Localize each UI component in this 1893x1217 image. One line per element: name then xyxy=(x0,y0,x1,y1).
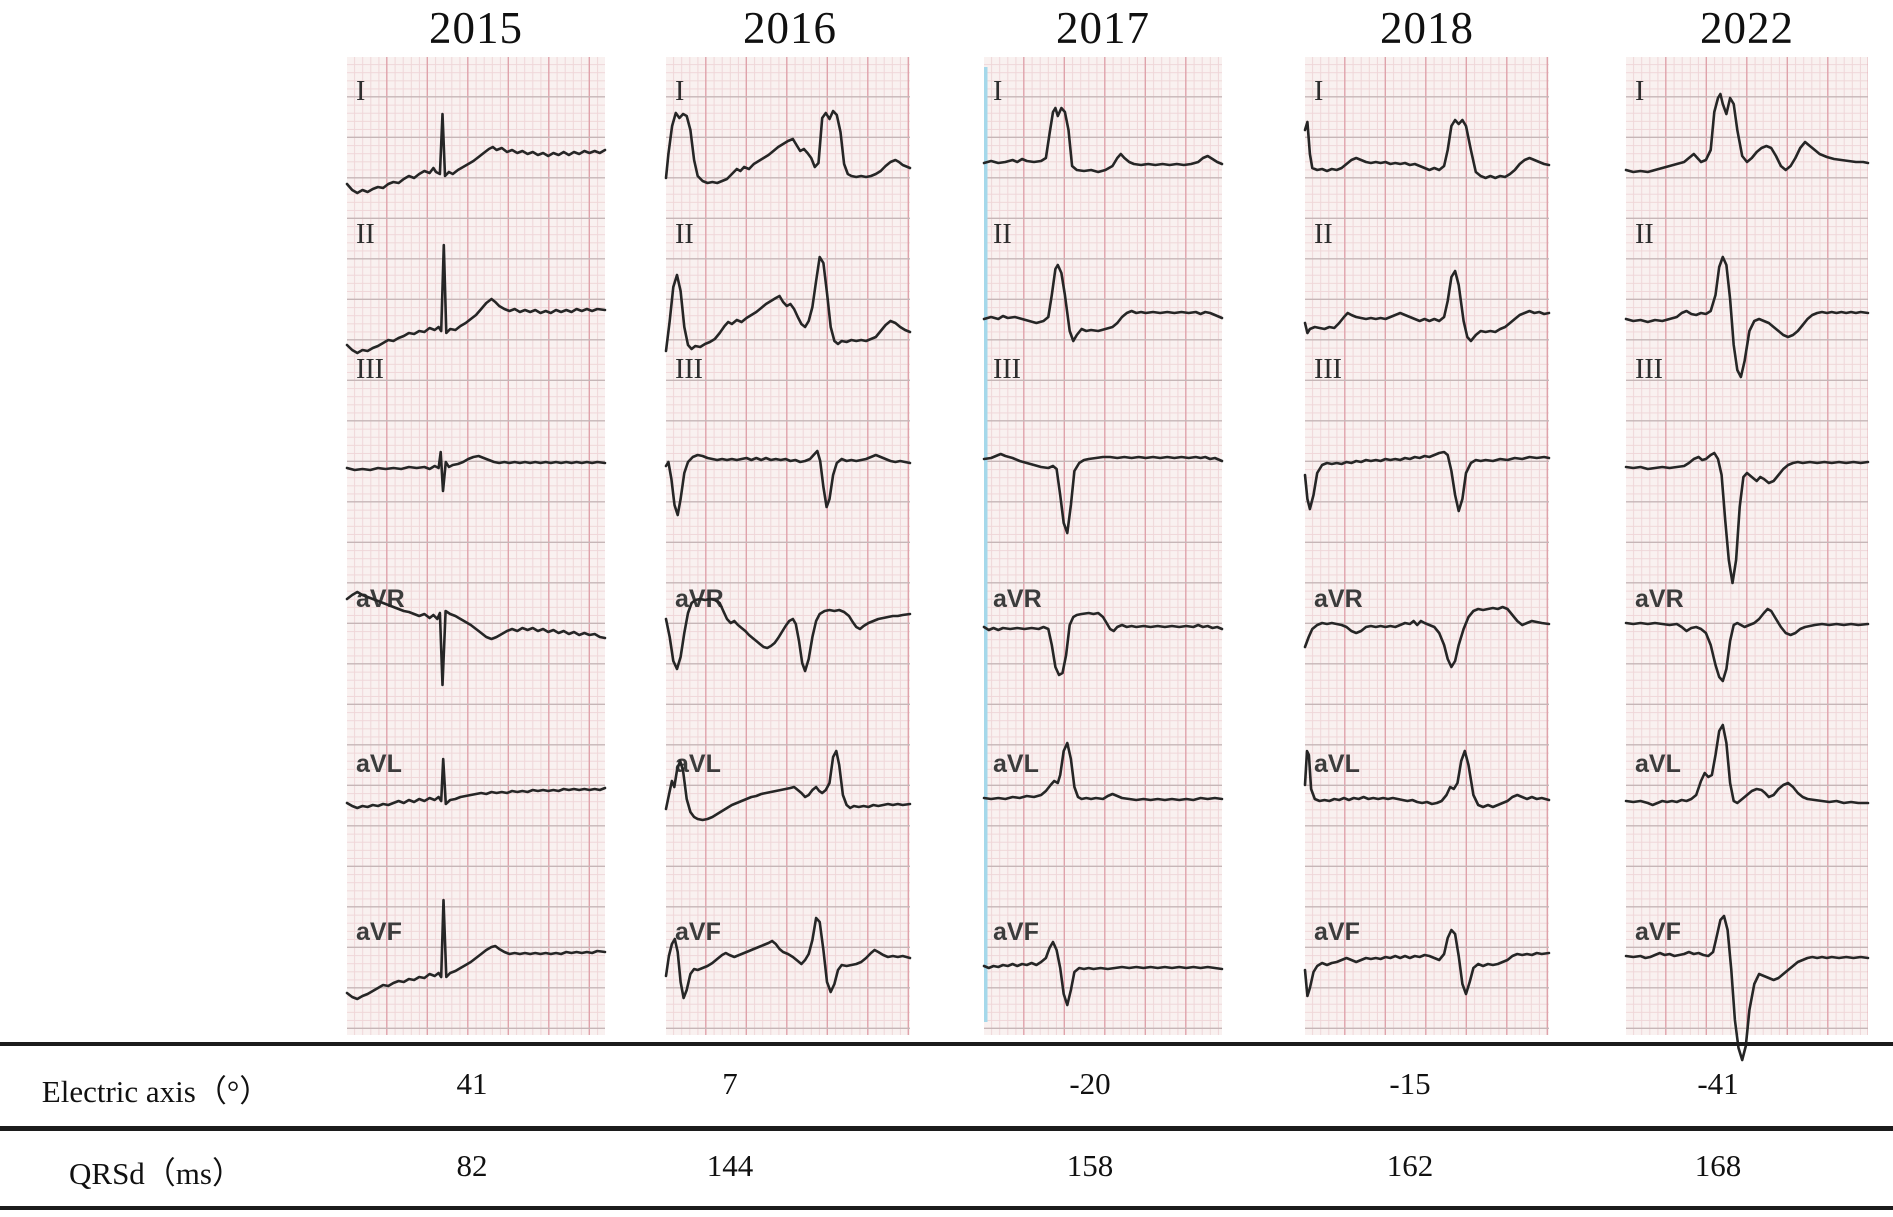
qrsd-2022: 168 xyxy=(1694,1148,1742,1183)
ecg-trace-2017-II xyxy=(982,263,1224,343)
qrsd-2015: 82 xyxy=(456,1148,488,1183)
year-label-2022: 2022 xyxy=(1700,3,1794,53)
year-label-2015: 2015 xyxy=(429,3,523,53)
ecg-strip-2018: I II III aVR aVL aVF xyxy=(1303,57,1551,1035)
electric-axis-2015: 41 xyxy=(456,1066,488,1101)
lead-label-II-2017: II xyxy=(993,219,1012,250)
lead-label-III-2022: III xyxy=(1635,354,1663,385)
lead-label-aVR-2018: aVR xyxy=(1314,585,1363,613)
ecg-trace-2016-aVF xyxy=(664,916,912,1000)
ecg-trace-2016-I xyxy=(664,109,912,185)
ecg-trace-2017-aVR xyxy=(982,611,1224,677)
lead-label-aVF-2022: aVF xyxy=(1635,918,1681,946)
row-label-electric-axis: Electric axis（°） xyxy=(41,1074,271,1109)
lead-label-aVF-2016: aVF xyxy=(675,918,721,946)
ecg-trace-2015-aVR xyxy=(345,590,607,687)
ecg-trace-2017-aVF xyxy=(982,940,1224,1007)
electric-axis-2016: 7 xyxy=(722,1066,738,1101)
ecg-strip-2016: I II III aVR aVL aVF xyxy=(664,57,912,1035)
lead-label-II-2016: II xyxy=(675,219,694,250)
ecg-trace-2022-aVF xyxy=(1624,914,1870,1062)
lead-label-III-2015: III xyxy=(356,354,384,385)
ecg-trace-2022-I xyxy=(1624,92,1870,174)
year-label-2017: 2017 xyxy=(1056,3,1150,53)
ecg-trace-2018-I xyxy=(1303,118,1551,180)
lead-label-aVF-2017: aVF xyxy=(993,918,1039,946)
ecg-trace-2018-aVL xyxy=(1303,749,1551,809)
ecg-trace-2016-aVL xyxy=(664,749,912,822)
lead-label-aVF-2018: aVF xyxy=(1314,918,1360,946)
lead-label-aVR-2017: aVR xyxy=(993,585,1042,613)
ecg-trace-2022-II xyxy=(1624,255,1870,379)
qrsd-2016: 144 xyxy=(706,1148,754,1183)
grid-layer xyxy=(1626,57,1868,1035)
ecg-trace-2016-aVR xyxy=(664,597,912,673)
ecg-trace-2016-III xyxy=(664,449,912,517)
grid-layer xyxy=(347,57,605,1035)
row-label-qrsd: QRSd（ms） xyxy=(69,1156,243,1191)
lead-label-aVR-2022: aVR xyxy=(1635,585,1684,613)
ecg-trace-2016-II xyxy=(664,255,912,353)
lead-label-II-2015: II xyxy=(356,219,375,250)
ecg-trace-2017-III xyxy=(982,452,1224,535)
grid-layer xyxy=(666,57,910,1035)
ecg-strip-2017: I II III aVR aVL aVF xyxy=(982,57,1224,1035)
lead-label-I-2017: I xyxy=(993,76,1002,107)
ecg-trace-2015-II xyxy=(345,243,607,355)
ecg-trace-2017-aVL xyxy=(982,741,1224,802)
table-middle-rule xyxy=(0,1126,1893,1131)
grid-layer xyxy=(1305,57,1549,1035)
ecg-trace-2022-III xyxy=(1624,451,1870,585)
lead-label-I-2022: I xyxy=(1635,76,1644,107)
ecg-trace-2018-III xyxy=(1303,450,1551,513)
lead-label-aVF-2015: aVF xyxy=(356,918,402,946)
ecg-trace-2015-aVL xyxy=(345,757,607,810)
qrsd-2017: 158 xyxy=(1066,1148,1114,1183)
lead-label-III-2018: III xyxy=(1314,354,1342,385)
lead-label-aVL-2017: aVL xyxy=(993,750,1039,778)
blue-edge-line xyxy=(984,67,988,1022)
ecg-trace-2015-III xyxy=(345,450,607,493)
lead-label-I-2018: I xyxy=(1314,76,1323,107)
qrsd-2018: 162 xyxy=(1386,1148,1434,1183)
table-top-rule xyxy=(0,1042,1893,1046)
electric-axis-2022: -41 xyxy=(1697,1066,1739,1101)
ecg-strip-2015: I II III aVR aVL aVF xyxy=(345,57,607,1035)
ecg-strip-2022: I II III aVR aVL aVF xyxy=(1624,57,1870,1062)
ecg-trace-2018-aVR xyxy=(1303,605,1551,669)
year-label-2018: 2018 xyxy=(1380,3,1474,53)
ecg-trace-2015-I xyxy=(345,112,607,195)
ecg-trace-2022-aVR xyxy=(1624,607,1870,683)
lead-label-aVL-2015: aVL xyxy=(356,750,402,778)
lead-label-aVL-2022: aVL xyxy=(1635,750,1681,778)
lead-label-I-2016: I xyxy=(675,76,684,107)
grid-layer xyxy=(984,57,1222,1035)
lead-label-aVL-2018: aVL xyxy=(1314,750,1360,778)
year-label-2016: 2016 xyxy=(743,3,837,53)
ecg-trace-2018-aVF xyxy=(1303,928,1551,998)
electric-axis-2017: -20 xyxy=(1069,1066,1111,1101)
lead-label-II-2018: II xyxy=(1314,219,1333,250)
ecg-trace-2018-II xyxy=(1303,269,1551,343)
table-bottom-rule xyxy=(0,1206,1893,1210)
lead-label-III-2016: III xyxy=(675,354,703,385)
lead-label-II-2022: II xyxy=(1635,219,1654,250)
ecg-trace-2015-aVF xyxy=(345,898,607,1001)
lead-label-I-2015: I xyxy=(356,76,365,107)
ecg-trace-2017-I xyxy=(982,106,1224,174)
lead-label-III-2017: III xyxy=(993,354,1021,385)
electric-axis-2018: -15 xyxy=(1389,1066,1431,1101)
ecg-trace-2022-aVL xyxy=(1624,723,1870,807)
